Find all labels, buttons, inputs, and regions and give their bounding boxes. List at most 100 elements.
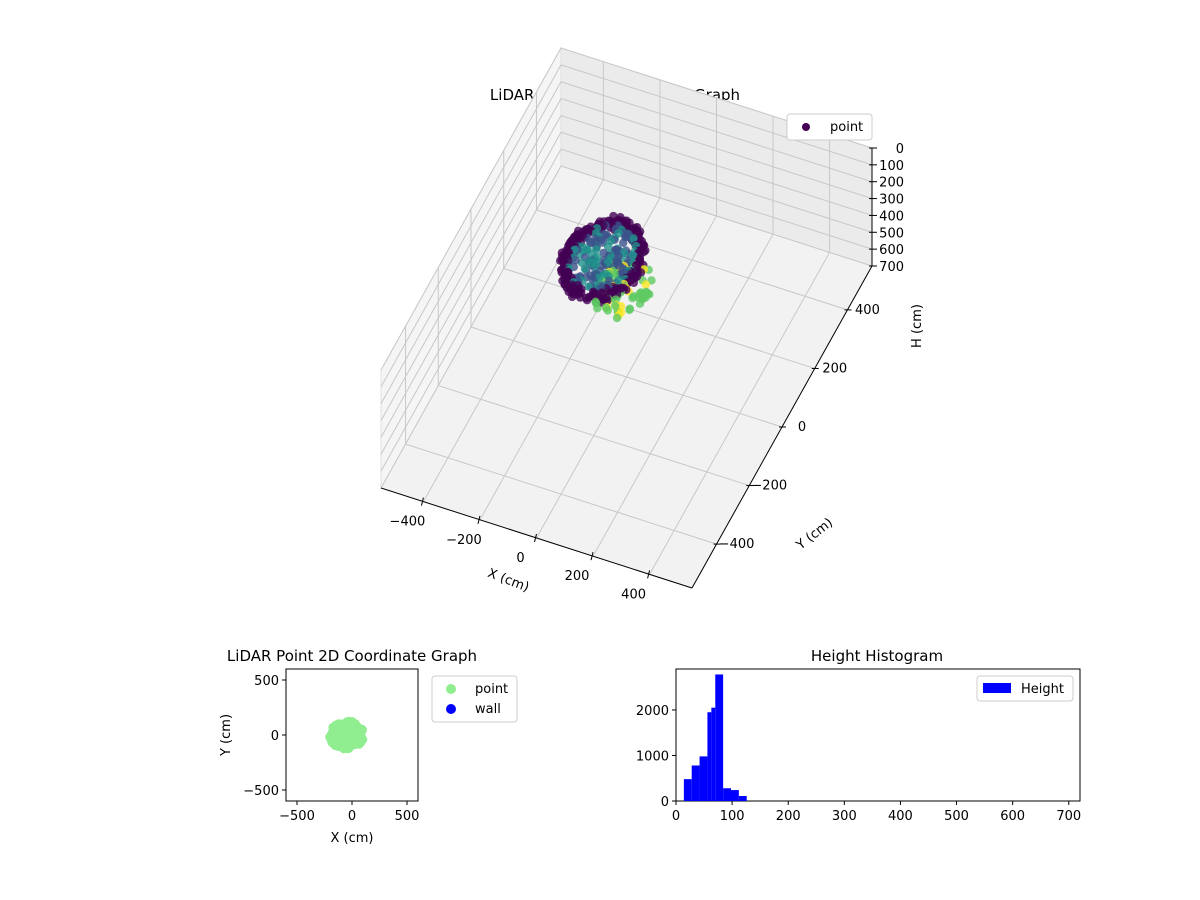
- z-tick-label: 500: [879, 226, 904, 241]
- chart-2d-title: LiDAR Point 2D Coordinate Graph: [227, 647, 477, 665]
- y-tick-label: 1000: [636, 749, 669, 764]
- grid-line: [380, 47, 873, 371]
- histogram-title: Height Histogram: [811, 647, 943, 665]
- x-tick-label: 400: [888, 809, 913, 824]
- chart-3d-legend: point: [786, 113, 873, 141]
- z-tick-label: 100: [879, 159, 904, 174]
- chart-histogram: Height Histogram 0 100 200 300 400 500 600 7000…: [636, 647, 1081, 824]
- x-tick-label: 0: [516, 551, 524, 566]
- x-axis-line: [380, 487, 693, 589]
- histogram-bar: [723, 788, 731, 801]
- data-point: [601, 303, 611, 312]
- grid-line: [380, 81, 873, 404]
- y-tick-label: −500: [243, 784, 279, 799]
- x-tick-label: 500: [395, 809, 420, 824]
- histogram-bar: [707, 712, 712, 801]
- data-point: [573, 290, 582, 299]
- histogram-ticks: 0 100 200 300 400 500 600 700 0 1000 2000: [636, 704, 1081, 824]
- data-point: [619, 238, 628, 247]
- z-tick-label: 0: [896, 142, 904, 157]
- data-point: [603, 242, 613, 251]
- z-tick-label: 300: [879, 193, 904, 208]
- z-tick-label: 600: [879, 243, 904, 258]
- chart-3d-zlabel: H (cm): [910, 304, 925, 348]
- x-tick-label: 300: [832, 809, 857, 824]
- chart-3d-ticks: −400 −200 0 200 400 −400 −200 0 200 400 0 100 200 300…: [380, 142, 904, 602]
- legend-point-marker: [802, 123, 810, 131]
- grid-line: [380, 114, 873, 438]
- y-tick-label: 200: [822, 361, 847, 376]
- chart-2d-ylabel: Y (cm): [219, 714, 234, 757]
- chart-3d-grid: [380, 47, 873, 575]
- chart-3d-points: [556, 211, 656, 323]
- data-point: [603, 258, 612, 267]
- histogram-bar: [715, 674, 724, 801]
- histogram-bar: [699, 756, 708, 801]
- legend-wall-marker: [446, 704, 456, 714]
- legend-height-swatch: [983, 683, 1011, 693]
- y-tick-label: −200: [751, 479, 787, 494]
- y-tick-label: 0: [661, 795, 669, 810]
- chart-2d: LiDAR Point 2D Coordinate Graph −500 0 500…: [219, 647, 518, 846]
- x-tick-label: 200: [776, 809, 801, 824]
- y-tick-label: 0: [798, 420, 806, 435]
- data-point: [629, 234, 638, 243]
- x-tick: [477, 515, 481, 524]
- data-point: [628, 251, 637, 260]
- data-point: [358, 725, 367, 735]
- y-tick-label: 2000: [636, 704, 669, 719]
- chart-2d-points: [325, 716, 368, 754]
- data-point: [350, 729, 360, 739]
- legend-point-marker: [446, 684, 456, 694]
- chart-3d: LiDAR Point 3D Coordinate Graph −400−200…: [380, 46, 925, 602]
- data-point: [582, 296, 592, 305]
- histogram-bar: [691, 765, 700, 801]
- z-tick-label: 400: [879, 209, 904, 224]
- x-tick: [420, 497, 424, 506]
- grid-line: [380, 64, 873, 388]
- z-tick-label: 700: [879, 260, 904, 275]
- x-tick-label: 700: [1056, 809, 1081, 824]
- legend-point-label: point: [830, 120, 863, 135]
- data-point: [612, 313, 622, 323]
- y-tick-label: 0: [271, 729, 279, 744]
- x-tick-label: 400: [621, 587, 646, 602]
- data-point: [614, 261, 623, 270]
- x-tick-label: 500: [944, 809, 969, 824]
- data-point: [635, 299, 645, 308]
- x-tick: [534, 533, 537, 543]
- x-tick-label: −400: [390, 515, 426, 530]
- histogram-bar: [711, 707, 716, 801]
- data-point: [344, 720, 354, 729]
- data-point: [625, 304, 635, 313]
- histogram-legend: Height: [976, 675, 1074, 702]
- x-tick-label: 0: [672, 809, 680, 824]
- data-point: [339, 744, 349, 754]
- y-tick-label: 400: [855, 303, 880, 318]
- chart-3d-ylabel: Y (cm): [793, 515, 836, 553]
- data-point: [330, 729, 340, 739]
- y-tick-label: −400: [719, 537, 755, 552]
- chart-2d-ticks: −500 0 500 −500 0 500: [243, 674, 419, 824]
- x-tick: [647, 570, 651, 579]
- z-tick-label: 200: [879, 176, 904, 191]
- x-tick-label: 100: [720, 809, 745, 824]
- grid-line: [380, 97, 873, 421]
- x-tick: [590, 552, 594, 561]
- grid-line: [380, 165, 873, 489]
- data-point: [580, 264, 590, 273]
- data-point: [571, 256, 580, 265]
- x-tick-label: −500: [279, 809, 315, 824]
- data-point: [591, 261, 600, 270]
- histogram-bar: [738, 795, 747, 801]
- x-tick-label: −200: [446, 533, 482, 548]
- chart-3d-xlabel: X (cm): [485, 566, 531, 595]
- data-point: [593, 304, 602, 313]
- chart-2d-xlabel: X (cm): [331, 831, 374, 846]
- data-point: [628, 293, 637, 303]
- data-point: [626, 276, 635, 285]
- y-tick-label: 500: [254, 674, 279, 689]
- histogram-bar: [683, 779, 692, 801]
- grid-line: [380, 148, 873, 472]
- data-point: [641, 280, 650, 289]
